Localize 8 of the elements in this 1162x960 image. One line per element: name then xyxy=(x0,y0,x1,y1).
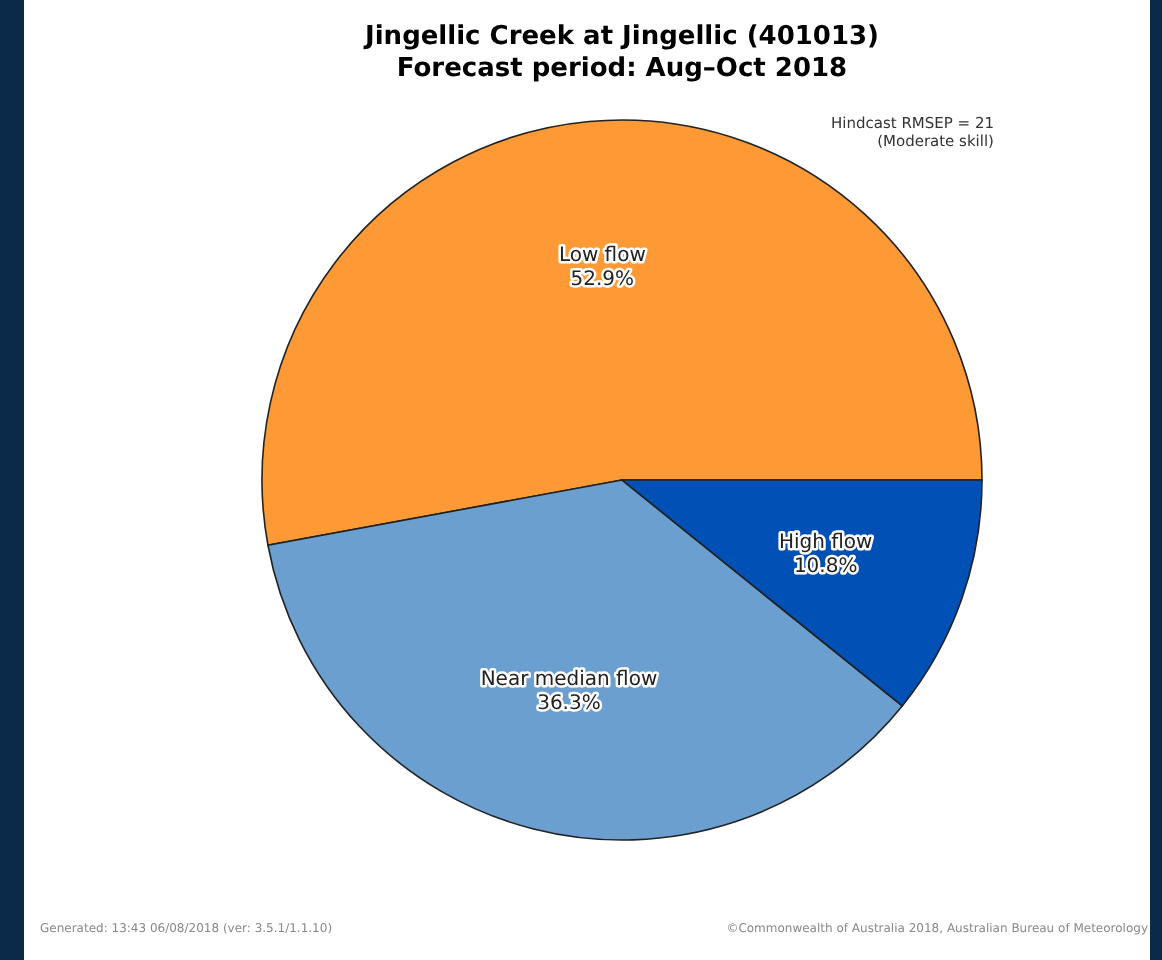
data-label: 10.8% xyxy=(793,555,858,578)
slice-label: Near median flow xyxy=(480,669,658,692)
data-label: 52.9% xyxy=(570,268,635,291)
chart-subtitle: Forecast period: Aug–Oct 2018 xyxy=(396,54,848,84)
data-label: 36.3% xyxy=(537,693,601,716)
chart-title: Jingellic Creek at Jingellic (401013) xyxy=(363,22,879,52)
slice-label: High flow xyxy=(778,531,873,554)
slice-label: Low flow xyxy=(558,244,646,267)
